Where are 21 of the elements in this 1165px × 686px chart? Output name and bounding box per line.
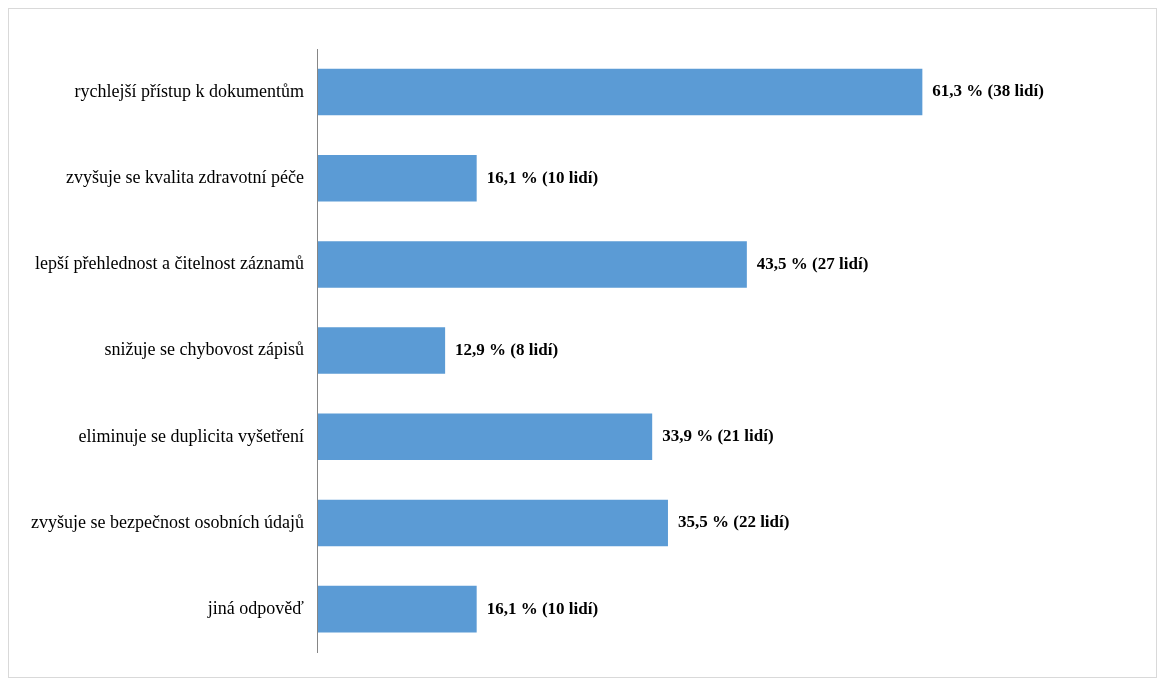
y-tick-label: rychlejší přístup k dokumentům bbox=[74, 80, 304, 101]
data-label: 35,5 % (22 lidí) bbox=[677, 512, 790, 532]
data-label: 43,5 % (27 lidí) bbox=[756, 253, 869, 273]
data-label: 12,9 % (8 lidí) bbox=[455, 339, 559, 359]
bar bbox=[317, 68, 923, 116]
bar bbox=[317, 499, 668, 547]
bar bbox=[317, 241, 747, 288]
y-tick-label: eliminuje se duplicita vyšetření bbox=[78, 425, 304, 446]
data-label: 16,1 % (10 lidí) bbox=[486, 167, 599, 187]
y-tick-label: jiná odpověď bbox=[206, 597, 305, 618]
y-tick-label: zvyšuje se kvalita zdravotní péče bbox=[66, 166, 304, 187]
data-label: 16,1 % (10 lidí) bbox=[486, 598, 599, 618]
bar bbox=[317, 585, 477, 633]
data-label: 61,3 % (38 lidí) bbox=[932, 81, 1044, 101]
y-tick-label: snižuje se chybovost zápisů bbox=[104, 339, 304, 360]
y-tick-label: zvyšuje se bezpečnost osobních údajů bbox=[30, 511, 304, 532]
data-label: 33,9 % (21 lidí) bbox=[662, 426, 774, 446]
bar bbox=[317, 327, 446, 374]
bar bbox=[317, 154, 477, 202]
bar bbox=[317, 413, 653, 461]
y-tick-label: lepší přehlednost a čitelnost záznamů bbox=[35, 253, 304, 274]
